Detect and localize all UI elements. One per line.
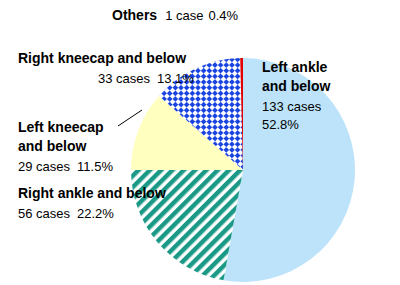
svg-text:Left kneecap: Left kneecap: [18, 119, 104, 135]
svg-text:Right kneecap and below: Right kneecap and below: [18, 50, 186, 66]
svg-text:29 cases11.5%: 29 cases11.5%: [18, 159, 113, 174]
svg-text:56 cases22.2%: 56 cases22.2%: [18, 206, 114, 221]
svg-text:Right ankle and below: Right ankle and below: [18, 185, 166, 201]
svg-text:Others1 case0.4%: Others1 case0.4%: [112, 7, 239, 23]
svg-text:133 cases: 133 cases: [262, 99, 322, 114]
svg-text:Left ankle: Left ankle: [262, 59, 328, 75]
svg-text:and below: and below: [262, 78, 331, 94]
svg-text:52.8%: 52.8%: [262, 117, 299, 132]
svg-text:33 cases13.1%: 33 cases13.1%: [98, 71, 194, 86]
svg-text:and below: and below: [18, 138, 87, 154]
